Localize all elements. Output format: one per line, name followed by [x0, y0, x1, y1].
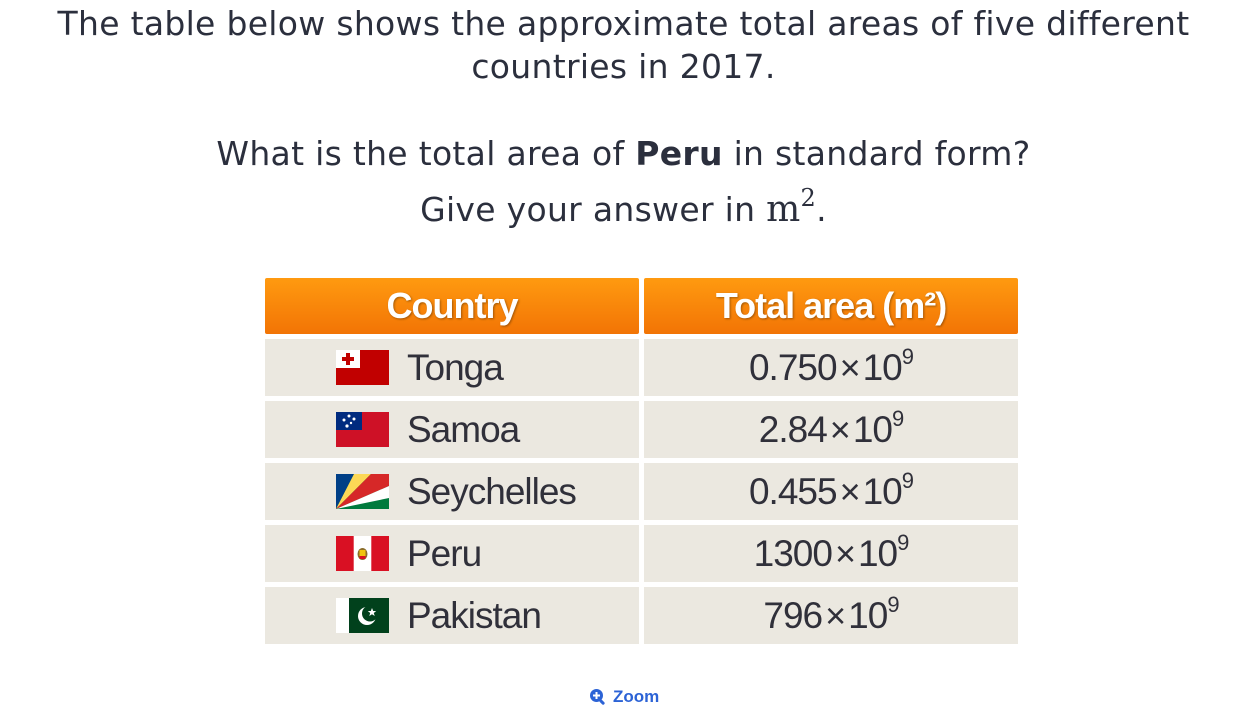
- table-row: Samoa 2.84×109: [265, 401, 1018, 458]
- intro-line-1: The table below shows the approximate to…: [57, 4, 1190, 43]
- area-cell: 1300×109: [644, 525, 1018, 582]
- table-row: Pakistan 796×109: [265, 587, 1018, 644]
- question-country: Peru: [635, 134, 723, 173]
- intro-text: The table below shows the approximate to…: [40, 2, 1207, 88]
- country-cell: Samoa: [265, 401, 639, 458]
- intro-line-2: countries in 2017.: [471, 47, 776, 86]
- area-exponent: 9: [887, 591, 899, 617]
- country-name: Peru: [407, 532, 482, 574]
- country-cell: Peru: [265, 525, 639, 582]
- answer-instruction: Give your answer in: [420, 190, 767, 229]
- header-country: Country: [265, 278, 639, 334]
- peru-flag-icon: [336, 536, 389, 571]
- question-prefix: What is the total area of: [216, 134, 636, 173]
- area-mantissa: 0.750: [748, 346, 838, 388]
- area-cell: 2.84×109: [644, 401, 1018, 458]
- country-cell: Seychelles: [265, 463, 639, 520]
- country-name: Tonga: [407, 346, 504, 388]
- country-cell: Tonga: [265, 339, 639, 396]
- samoa-flag-icon: [336, 412, 389, 447]
- question-text: What is the total area of Peru in standa…: [40, 130, 1207, 233]
- area-base: 10: [857, 532, 898, 574]
- unit-label: m2: [766, 184, 816, 230]
- areas-table: Country Total area (m²) Tonga 0.750×109 …: [260, 273, 1023, 649]
- area-base: 10: [852, 408, 893, 450]
- area-cell: 0.455×109: [644, 463, 1018, 520]
- unit-base: m: [766, 189, 801, 230]
- times-sign: ×: [825, 594, 846, 636]
- table-header-row: Country Total area (m²): [265, 278, 1018, 334]
- zoom-label[interactable]: Zoom: [613, 687, 660, 706]
- table-row: Peru 1300×109: [265, 525, 1018, 582]
- area-base: 10: [862, 346, 903, 388]
- area-cell: 0.750×109: [644, 339, 1018, 396]
- area-cell: 796×109: [644, 587, 1018, 644]
- area-mantissa: 796: [763, 594, 823, 636]
- country-name: Pakistan: [407, 594, 542, 636]
- country-name: Samoa: [407, 408, 520, 450]
- area-exponent: 9: [897, 529, 909, 555]
- country-name: Seychelles: [407, 470, 577, 512]
- seychelles-flag-icon: [336, 474, 389, 509]
- area-mantissa: 2.84: [758, 408, 828, 450]
- zoom-in-icon: [590, 689, 605, 705]
- unit-exponent: 2: [800, 184, 817, 212]
- area-base: 10: [862, 470, 903, 512]
- times-sign: ×: [839, 346, 861, 388]
- table-row: Seychelles 0.455×109: [265, 463, 1018, 520]
- question-suffix: in standard form?: [722, 134, 1031, 173]
- question-line-2: Give your answer in m2.: [40, 177, 1207, 233]
- country-cell: Pakistan: [265, 587, 639, 644]
- pakistan-flag-icon: [336, 598, 389, 633]
- area-base: 10: [848, 594, 888, 636]
- header-total-area: Total area (m²): [644, 278, 1018, 334]
- area-exponent: 9: [901, 343, 914, 369]
- tonga-flag-icon: [336, 350, 389, 385]
- times-sign: ×: [829, 408, 851, 450]
- question-period: .: [816, 190, 827, 229]
- table-row: Tonga 0.750×109: [265, 339, 1018, 396]
- question-line-1: What is the total area of Peru in standa…: [40, 130, 1207, 177]
- area-mantissa: 1300: [753, 532, 833, 574]
- area-mantissa: 0.455: [748, 470, 838, 512]
- zoom-button[interactable]: Zoom: [589, 686, 659, 708]
- times-sign: ×: [839, 470, 861, 512]
- area-exponent: 9: [891, 405, 904, 431]
- area-exponent: 9: [901, 467, 914, 493]
- times-sign: ×: [834, 532, 856, 574]
